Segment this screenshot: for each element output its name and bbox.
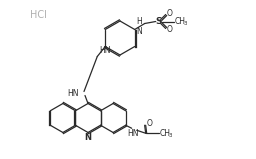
Text: CH: CH — [160, 129, 171, 138]
Text: S: S — [155, 17, 162, 26]
Text: H: H — [137, 17, 143, 27]
Text: N: N — [137, 27, 143, 35]
Text: HN: HN — [128, 129, 139, 138]
Text: O: O — [147, 119, 153, 128]
Text: HCl: HCl — [29, 10, 46, 20]
Text: 3: 3 — [184, 21, 187, 26]
Text: N: N — [84, 134, 91, 142]
Text: HN: HN — [99, 46, 110, 55]
Text: O: O — [167, 25, 173, 34]
Text: O: O — [167, 9, 173, 18]
Text: 3: 3 — [169, 133, 172, 138]
Text: CH: CH — [175, 17, 186, 26]
Text: HN: HN — [68, 89, 79, 98]
